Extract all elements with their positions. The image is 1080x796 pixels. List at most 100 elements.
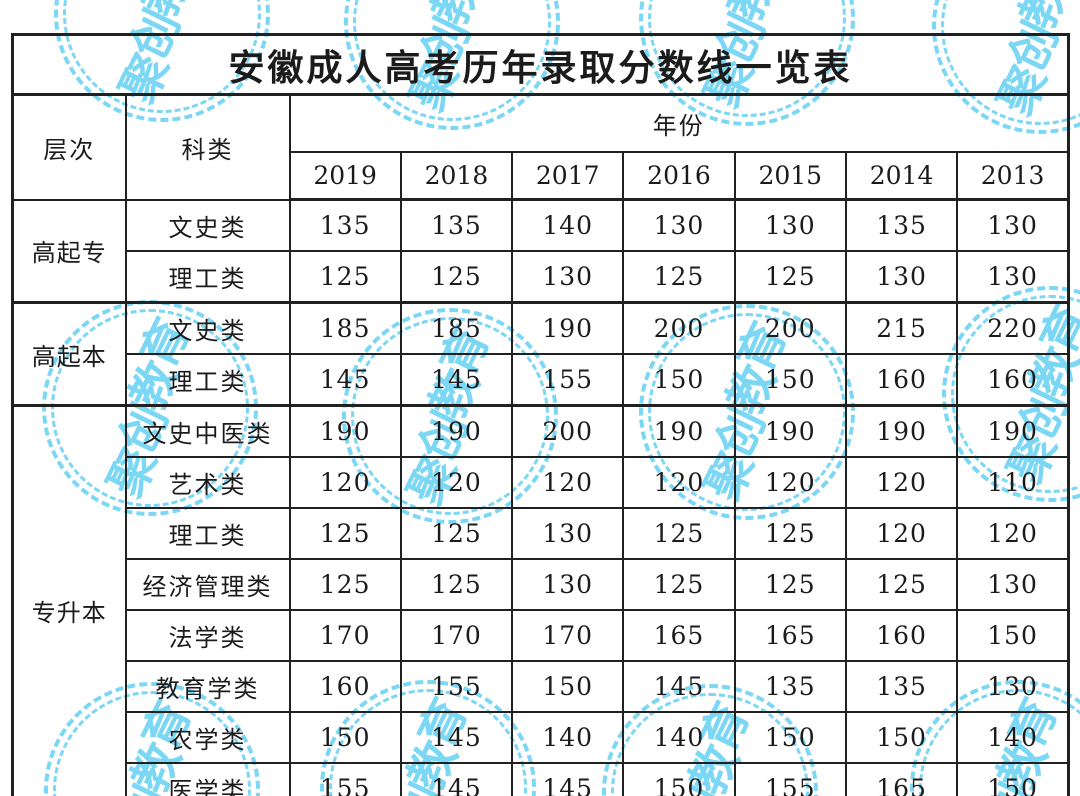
score-cell: 130 [844, 250, 959, 304]
category-cell: 经济管理类 [124, 558, 291, 611]
score-cell: 185 [399, 301, 514, 355]
table-row: 理工类 125 125 130 125 125 130 130 [13, 250, 1070, 304]
category-cell: 教育学类 [124, 660, 291, 713]
category-cell: 医学类 [124, 762, 291, 796]
score-cell: 120 [844, 507, 959, 560]
score-cell: 130 [511, 558, 625, 611]
level-cell: 高起本 [11, 301, 127, 407]
score-cell: 150 [956, 762, 1070, 796]
score-cell: 130 [622, 198, 736, 252]
category-cell: 文史类 [124, 301, 291, 355]
category-cell: 农学类 [124, 711, 291, 764]
score-cell: 135 [844, 660, 959, 713]
score-cell: 120 [622, 456, 736, 509]
score-cell: 190 [288, 404, 402, 458]
score-cell: 190 [511, 301, 625, 355]
score-cell: 125 [288, 507, 402, 560]
score-cell: 125 [288, 250, 402, 304]
page-title: 安徽成人高考历年录取分数线一览表 [11, 33, 1070, 96]
table-row: 高起专 文史类 135 135 140 130 130 135 130 [11, 198, 1070, 304]
score-cell: 120 [288, 456, 402, 509]
score-cell: 110 [956, 456, 1070, 509]
score-cell: 130 [956, 250, 1070, 304]
score-cell: 165 [622, 609, 736, 662]
score-table: 安徽成人高考历年录取分数线一览表 层次 科类 年份 2019 2018 2017 20… [11, 33, 1070, 796]
category-cell: 法学类 [124, 609, 291, 662]
score-cell: 135 [733, 660, 847, 713]
score-cell: 155 [733, 762, 847, 796]
category-cell: 文史类 [124, 198, 291, 252]
year-header-2016: 2016 [622, 151, 736, 201]
score-cell: 130 [956, 660, 1070, 713]
score-cell: 160 [956, 353, 1070, 407]
score-cell: 120 [844, 456, 959, 509]
score-cell: 190 [844, 404, 959, 458]
score-cell: 150 [844, 711, 959, 764]
score-cell: 145 [399, 353, 514, 407]
score-cell: 160 [288, 660, 402, 713]
table-row: 经济管理类 125 125 130 125 125 125 130 [13, 558, 1070, 611]
score-cell: 135 [399, 198, 514, 252]
score-cell: 130 [511, 250, 625, 304]
table-body: 高起专 文史类 135 135 140 130 130 135 130 理工类 125 125 130 1… [11, 198, 1070, 796]
score-cell: 155 [399, 660, 514, 713]
table-row: 理工类 145 145 155 150 150 160 160 [13, 353, 1070, 407]
year-header-2017: 2017 [511, 151, 625, 201]
score-cell: 215 [844, 301, 959, 355]
title-row: 安徽成人高考历年录取分数线一览表 [11, 33, 1070, 96]
score-cell: 145 [399, 762, 514, 796]
score-cell: 150 [511, 660, 625, 713]
score-cell: 120 [956, 507, 1070, 560]
score-cell: 125 [399, 507, 514, 560]
table-row: 教育学类 160 155 150 145 135 135 130 [13, 660, 1070, 713]
table-row: 艺术类 120 120 120 120 120 120 110 [13, 456, 1070, 509]
score-cell: 140 [511, 711, 625, 764]
score-cell: 150 [956, 609, 1070, 662]
score-cell: 140 [622, 711, 736, 764]
score-cell: 130 [511, 507, 625, 560]
score-cell: 170 [399, 609, 514, 662]
score-cell: 170 [288, 609, 402, 662]
score-cell: 135 [844, 198, 959, 252]
category-cell: 理工类 [124, 353, 291, 407]
score-cell: 190 [956, 404, 1070, 458]
year-header-2014: 2014 [844, 151, 959, 201]
score-cell: 125 [399, 558, 514, 611]
score-cell: 145 [622, 660, 736, 713]
level-cell: 高起专 [11, 198, 127, 304]
table-row: 农学类 150 145 140 140 150 150 140 [13, 711, 1070, 764]
category-cell: 文史中医类 [124, 404, 291, 458]
score-cell: 125 [733, 558, 847, 611]
table-row: 专升本 文史中医类 190 190 200 190 190 190 190 [11, 404, 1070, 796]
score-cell: 155 [511, 353, 625, 407]
score-cell: 150 [733, 711, 847, 764]
score-cell: 145 [288, 353, 402, 407]
year-header-2018: 2018 [399, 151, 514, 201]
score-cell: 125 [288, 558, 402, 611]
score-cell: 220 [956, 301, 1070, 355]
score-cell: 120 [733, 456, 847, 509]
score-cell: 145 [511, 762, 625, 796]
score-cell: 165 [733, 609, 847, 662]
score-cell: 145 [399, 711, 514, 764]
score-cell: 130 [956, 198, 1070, 252]
col-header-level: 层次 [11, 93, 127, 201]
year-header-2019: 2019 [288, 151, 402, 201]
score-cell: 150 [622, 762, 736, 796]
score-cell: 125 [844, 558, 959, 611]
score-cell: 160 [844, 353, 959, 407]
score-cell: 125 [622, 558, 736, 611]
score-cell: 155 [288, 762, 402, 796]
category-cell: 理工类 [124, 250, 291, 304]
score-cell: 125 [622, 250, 736, 304]
score-cell: 170 [511, 609, 625, 662]
score-cell: 150 [622, 353, 736, 407]
score-cell: 200 [622, 301, 736, 355]
score-cell: 120 [511, 456, 625, 509]
score-cell: 200 [511, 404, 625, 458]
score-cell: 190 [622, 404, 736, 458]
score-cell: 200 [733, 301, 847, 355]
table-row: 高起本 文史类 185 185 190 200 200 215 220 [11, 301, 1070, 407]
score-cell: 130 [733, 198, 847, 252]
